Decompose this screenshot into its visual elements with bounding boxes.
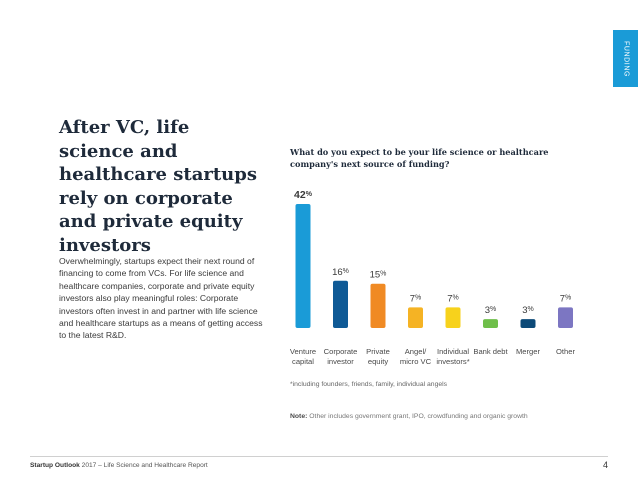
bar-0 [295,204,311,328]
page-headline: After VC, life science and healthcare st… [59,117,257,256]
bar-2 [370,283,386,328]
data-label-2: 15% [370,270,387,281]
data-label-5: 3% [485,305,497,316]
chart-note: Note: Other includes government grant, I… [290,413,528,420]
funding-bar-chart: 42% Venture capital 16% Corporate investor 15%… [290,189,576,366]
bar-7 [558,307,573,328]
category-label-1: Corporate investor [324,347,358,366]
bar-6 [520,319,536,328]
note-text: Other includes government grant, IPO, cr… [309,413,528,420]
bar-1 [333,280,348,328]
category-label-0: Venture capital [290,347,316,366]
data-label-7: 7% [560,293,572,304]
bar-5 [483,319,498,328]
category-label-5: Bank debt [473,347,508,356]
bar-4 [445,307,461,328]
chart-footnote: *including founders, friends, family, in… [290,381,448,388]
footer-divider [30,456,608,457]
section-tab: FUNDING [613,30,638,87]
category-label-2: Private equity [366,347,390,366]
footer-brand: Startup Outlook [30,462,80,469]
category-label-3: Angel/micro VC [400,347,432,366]
category-label-6: Merger [516,347,541,356]
footer-subtitle: 2017 – Life Science and Healthcare Repor… [81,462,208,469]
category-label-4: Individual investors* [436,347,469,366]
data-label-4: 7% [447,293,459,304]
chart-title: What do you expect to be your life scien… [290,147,549,169]
footer-caption: Startup Outlook 2017 – Life Science and … [30,462,208,469]
category-label-7: Other [556,347,575,356]
note-label: Note: [290,413,308,420]
data-label-1: 16% [332,267,349,278]
data-label-3: 7% [410,293,422,304]
bar-3 [408,307,423,328]
data-label-6: 3% [522,305,534,316]
page-number: 4 [602,460,608,470]
body-paragraph: Overwhelmingly, startups expect their ne… [59,256,263,341]
section-tab-label: FUNDING [622,40,629,77]
data-label-0: 42% [294,189,313,201]
